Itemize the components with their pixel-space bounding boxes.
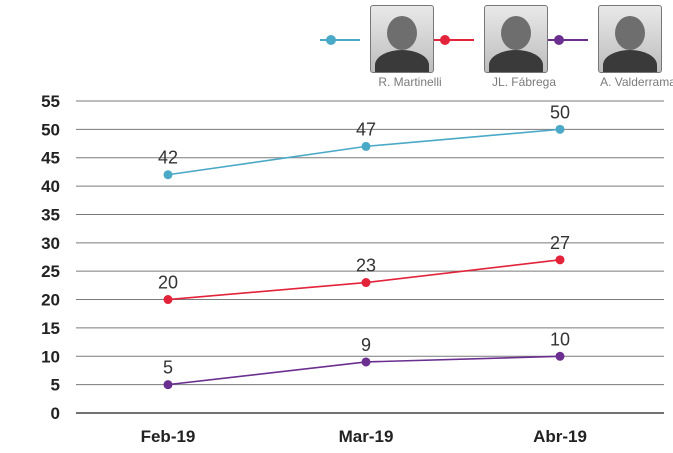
data-label: 20: [158, 273, 178, 293]
y-tick-label: 35: [41, 205, 60, 224]
data-point: [555, 351, 565, 361]
data-point: [361, 357, 371, 367]
portrait-photo-icon: [598, 5, 662, 73]
legend-line: [434, 39, 474, 41]
y-tick-label: 25: [41, 262, 60, 281]
y-tick-label: 10: [41, 347, 60, 366]
data-label: 47: [356, 119, 376, 139]
legend-marker: [440, 35, 450, 45]
portrait-photo-icon: [370, 5, 434, 73]
legend-line: [548, 39, 588, 41]
legend-marker: [554, 35, 564, 45]
y-tick-label: 55: [41, 92, 60, 111]
x-tick-label: Feb-19: [141, 427, 196, 446]
legend-item-martinelli: R. Martinelli: [320, 5, 442, 91]
legend-label: JL. Fábrega: [491, 75, 557, 89]
y-tick-label: 5: [51, 376, 60, 395]
legend-marker: [326, 35, 336, 45]
x-tick-label: Mar-19: [339, 427, 394, 446]
portrait-photo-icon: [484, 5, 548, 73]
series-1: 20 23 27: [158, 233, 570, 305]
data-label: 42: [158, 148, 178, 168]
legend-item-fabrega: JL. Fábrega: [434, 5, 556, 91]
y-tick-label: 45: [41, 149, 60, 168]
data-label: 9: [361, 335, 371, 355]
series-2: 5 9 10: [163, 329, 570, 390]
legend-label: R. Martinelli: [378, 75, 442, 89]
series-group: 42 47 50 20 23 27 5 9 10: [158, 102, 570, 390]
data-point: [163, 170, 173, 180]
y-tick-label: 40: [41, 177, 60, 196]
legend-item-valderrama: A. Valderrama: [548, 5, 673, 91]
y-tick-label: 30: [41, 234, 60, 253]
data-point: [555, 255, 565, 265]
legend-line: [320, 39, 360, 41]
data-point: [163, 295, 173, 305]
data-label: 50: [550, 102, 570, 122]
data-label: 23: [356, 256, 376, 276]
data-label: 5: [163, 358, 173, 378]
y-tick-label: 50: [41, 120, 60, 139]
series-0: 42 47 50: [158, 102, 570, 180]
x-axis-ticks: Feb-19 Mar-19 Abr-19: [141, 427, 587, 446]
data-point: [361, 141, 371, 151]
y-axis-ticks: 0 5 10 15 20 25 30 35 40 45 50 55: [41, 92, 60, 423]
y-tick-label: 0: [51, 404, 60, 423]
data-point: [163, 380, 173, 390]
y-tick-label: 15: [41, 319, 60, 338]
data-point: [555, 124, 565, 134]
x-tick-label: Abr-19: [533, 427, 587, 446]
data-point: [361, 278, 371, 288]
data-label: 10: [550, 329, 570, 349]
y-tick-label: 20: [41, 291, 60, 310]
data-label: 27: [550, 233, 570, 253]
legend-label: A. Valderrama: [600, 75, 673, 89]
